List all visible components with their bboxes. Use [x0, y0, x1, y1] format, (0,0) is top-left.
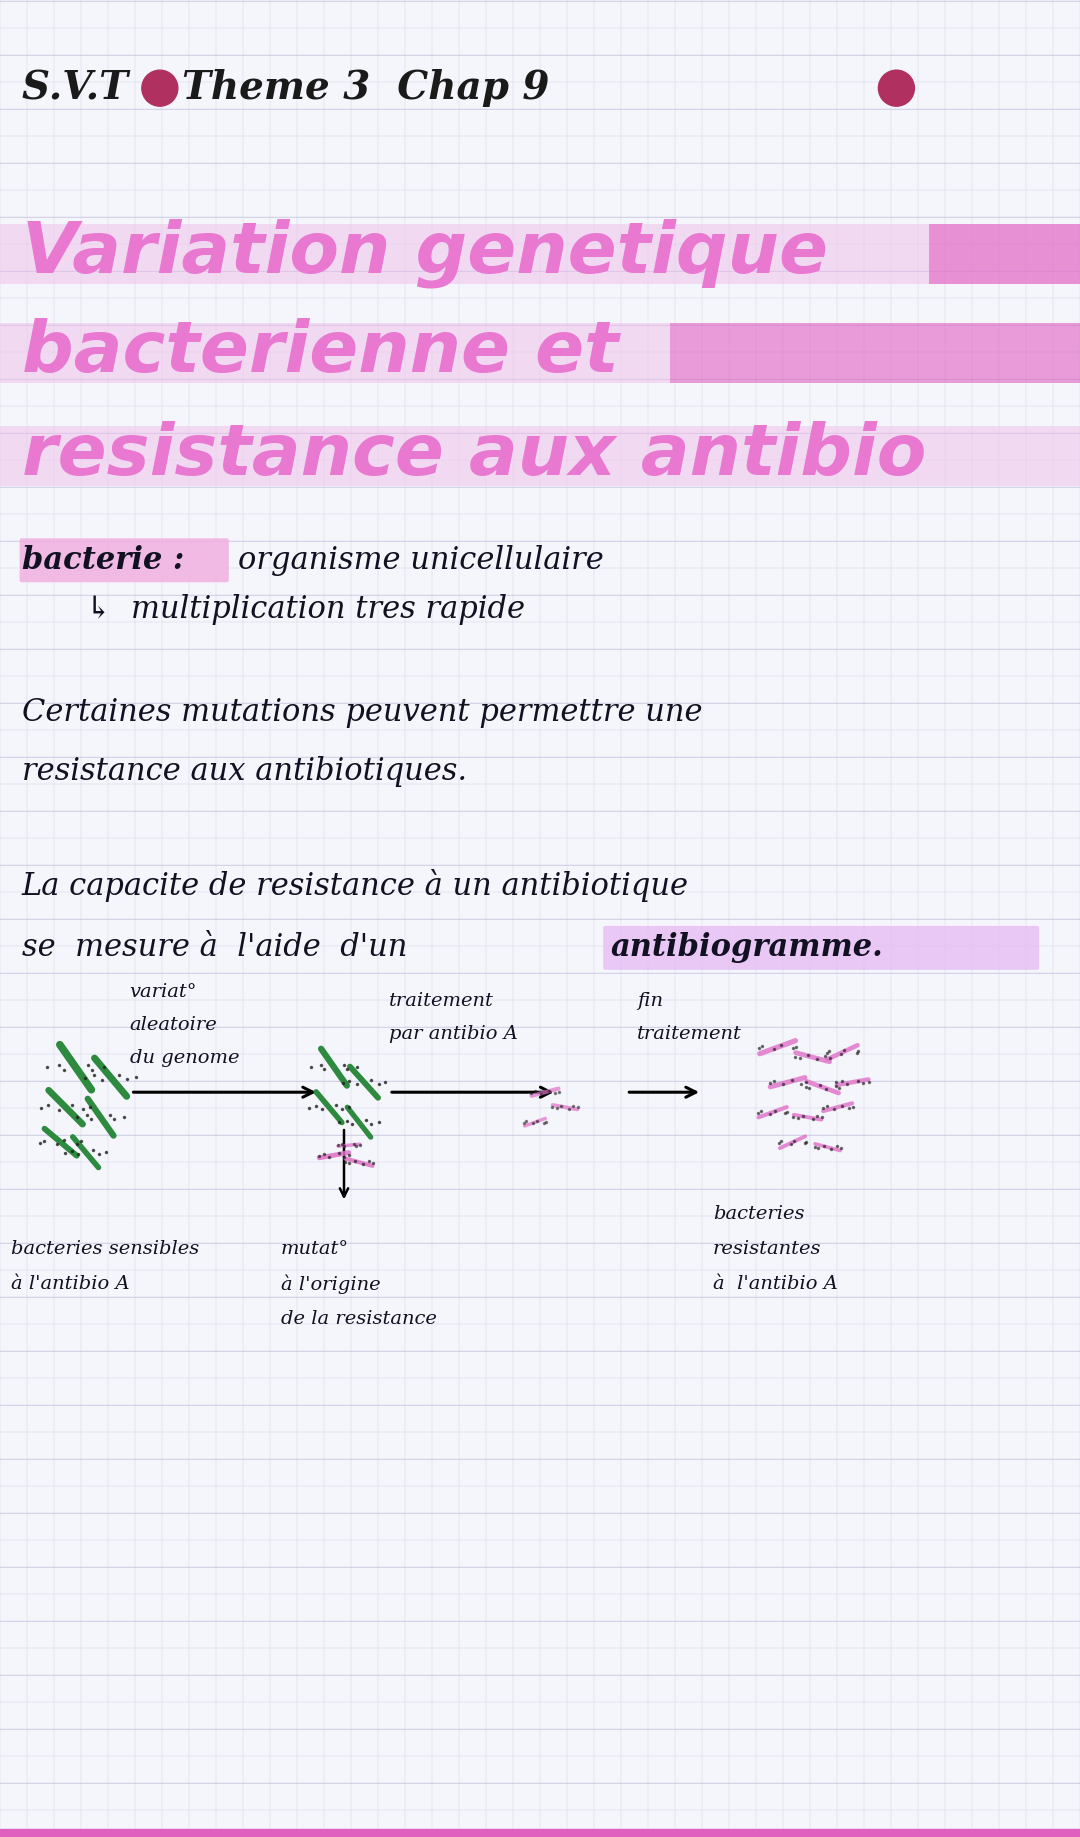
- Text: La capacite de resistance à un antibiotique: La capacite de resistance à un antibioti…: [22, 869, 689, 902]
- Text: ↳  multiplication tres rapide: ↳ multiplication tres rapide: [86, 595, 525, 625]
- Text: resistance aux antibiotiques.: resistance aux antibiotiques.: [22, 757, 467, 786]
- Text: bacteries sensibles: bacteries sensibles: [11, 1240, 199, 1258]
- Ellipse shape: [141, 70, 178, 107]
- Text: de la resistance: de la resistance: [281, 1310, 436, 1328]
- Ellipse shape: [878, 70, 915, 107]
- Text: du genome: du genome: [130, 1049, 239, 1067]
- FancyBboxPatch shape: [670, 323, 1080, 382]
- Text: à l'origine: à l'origine: [281, 1275, 380, 1293]
- Text: à  l'antibio A: à l'antibio A: [713, 1275, 838, 1293]
- Text: mutat°: mutat°: [281, 1240, 349, 1258]
- Text: Variation genetique: Variation genetique: [22, 219, 827, 288]
- FancyBboxPatch shape: [0, 426, 1080, 485]
- Text: resistantes: resistantes: [713, 1240, 821, 1258]
- FancyBboxPatch shape: [0, 323, 670, 382]
- Text: se  mesure à  l'aide  d'un: se mesure à l'aide d'un: [22, 933, 407, 963]
- Text: bacterienne et: bacterienne et: [22, 318, 618, 388]
- Text: aleatoire: aleatoire: [130, 1016, 217, 1034]
- Text: S.V.T    Theme 3  Chap 9: S.V.T Theme 3 Chap 9: [22, 70, 549, 107]
- Text: organisme unicellulaire: organisme unicellulaire: [238, 546, 604, 575]
- Text: Certaines mutations peuvent permettre une: Certaines mutations peuvent permettre un…: [22, 698, 702, 727]
- FancyBboxPatch shape: [19, 538, 229, 582]
- FancyBboxPatch shape: [0, 224, 1080, 283]
- Text: traitement: traitement: [389, 992, 494, 1010]
- FancyBboxPatch shape: [929, 224, 1080, 283]
- Text: bacterie :: bacterie :: [22, 546, 184, 575]
- Text: antibiogramme.: antibiogramme.: [610, 933, 883, 963]
- FancyBboxPatch shape: [604, 926, 1039, 970]
- Bar: [0, 1830, 1080, 1837]
- Text: fin: fin: [637, 992, 663, 1010]
- Text: variat°: variat°: [130, 983, 197, 1001]
- Text: à l'antibio A: à l'antibio A: [11, 1275, 130, 1293]
- Text: par antibio A: par antibio A: [389, 1025, 517, 1043]
- Text: resistance aux antibio: resistance aux antibio: [22, 421, 926, 490]
- Text: traitement: traitement: [637, 1025, 742, 1043]
- Text: bacteries: bacteries: [713, 1205, 805, 1223]
